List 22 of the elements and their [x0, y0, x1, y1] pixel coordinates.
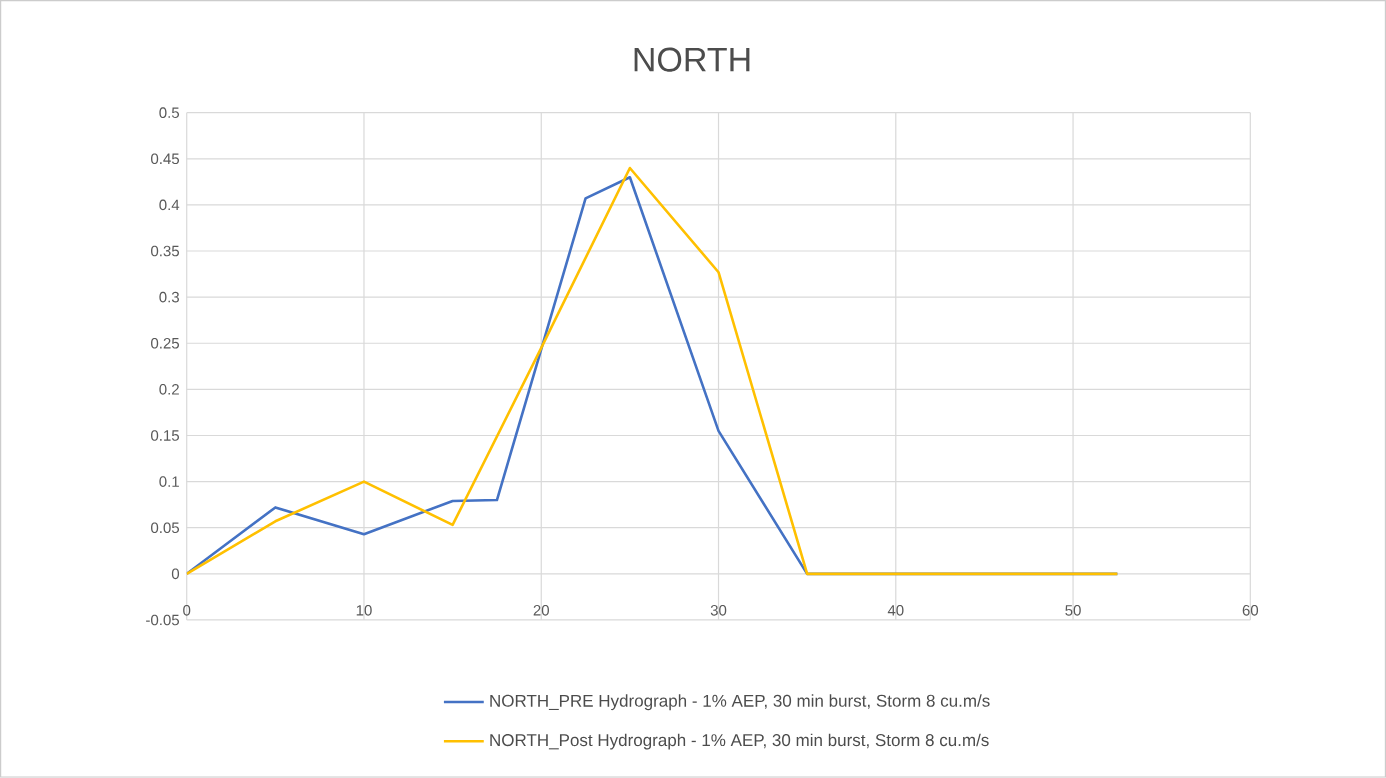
- y-tick-label: -0.05: [146, 614, 180, 626]
- x-tick-label: 60: [1242, 605, 1259, 616]
- legend-label: NORTH_PRE Hydrograph - 1% AEP, 30 min burst, Storm 8 cu.m/s: [490, 694, 990, 711]
- x-tick-label: 20: [533, 605, 549, 616]
- y-tick-label: 0.1: [159, 476, 179, 488]
- y-tick-label: 0.3: [159, 291, 179, 303]
- x-tick-label: 30: [710, 605, 727, 616]
- y-tick-label: 0.2: [159, 384, 179, 395]
- x-tick-label: 50: [1065, 605, 1081, 616]
- y-tick-label: 0.15: [151, 430, 180, 441]
- x-tick-label: 0: [183, 605, 191, 616]
- y-tick-label: 0.25: [151, 338, 180, 349]
- x-tick-label: 10: [356, 605, 372, 616]
- y-tick-label: 0.35: [151, 245, 180, 257]
- y-tick-label: 0.05: [151, 522, 180, 534]
- y-tick-label: 0.4: [159, 199, 180, 211]
- x-tick-label: 40: [887, 605, 904, 616]
- y-tick-label: 0.45: [151, 153, 180, 165]
- y-tick-label: 0.5: [159, 107, 180, 119]
- y-tick-label: 0: [171, 568, 180, 580]
- chart-title: NORTH: [634, 47, 750, 72]
- legend-label: NORTH_Post Hydrograph - 1% AEP, 30 min burst, Storm 8 cu.m/s: [490, 733, 989, 750]
